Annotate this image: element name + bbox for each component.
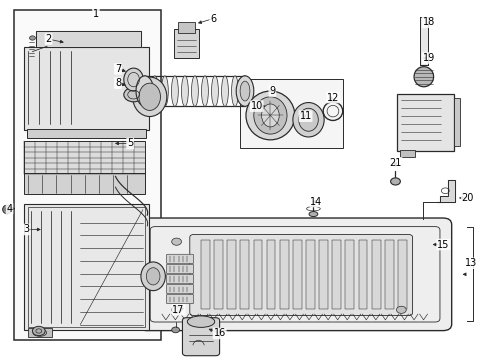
Ellipse shape [187, 316, 215, 327]
FancyBboxPatch shape [166, 284, 194, 294]
Ellipse shape [124, 68, 144, 91]
Text: 14: 14 [310, 197, 322, 207]
Text: 5: 5 [127, 139, 133, 148]
Polygon shape [36, 31, 142, 47]
Bar [280, 240, 289, 309]
Ellipse shape [136, 76, 154, 106]
Ellipse shape [161, 76, 168, 106]
FancyBboxPatch shape [166, 294, 194, 304]
Ellipse shape [232, 76, 239, 106]
Text: 9: 9 [270, 86, 275, 96]
Bar [201, 240, 210, 309]
Text: 6: 6 [210, 14, 216, 24]
Text: 11: 11 [299, 111, 312, 121]
Ellipse shape [396, 306, 406, 314]
Bar [28, 207, 145, 327]
Ellipse shape [32, 326, 45, 336]
Ellipse shape [181, 76, 188, 106]
Ellipse shape [2, 205, 11, 214]
Bar [400, 150, 415, 157]
Text: 18: 18 [422, 17, 435, 27]
Ellipse shape [139, 83, 160, 111]
Ellipse shape [254, 97, 287, 134]
Ellipse shape [151, 76, 158, 106]
Text: 16: 16 [214, 328, 226, 338]
FancyBboxPatch shape [190, 234, 413, 316]
Ellipse shape [414, 67, 434, 87]
Ellipse shape [172, 327, 179, 333]
Ellipse shape [172, 306, 181, 314]
Bar [420, 17, 428, 65]
Text: 8: 8 [115, 78, 121, 88]
Bar [397, 94, 454, 150]
Ellipse shape [391, 178, 400, 185]
Bar [174, 30, 198, 58]
Ellipse shape [29, 36, 35, 40]
Ellipse shape [141, 262, 165, 291]
Ellipse shape [172, 76, 178, 106]
Ellipse shape [309, 212, 318, 217]
Text: 12: 12 [327, 93, 339, 103]
FancyBboxPatch shape [166, 264, 194, 274]
Bar [398, 240, 407, 309]
Ellipse shape [192, 76, 198, 106]
Bar [293, 240, 302, 309]
Text: 4: 4 [6, 204, 13, 214]
Bar [385, 240, 393, 309]
Ellipse shape [293, 103, 324, 137]
Bar [178, 22, 195, 33]
Bar [267, 240, 275, 309]
Text: 20: 20 [462, 193, 474, 203]
Ellipse shape [201, 76, 208, 106]
Text: 19: 19 [422, 53, 435, 63]
Bar [345, 240, 354, 309]
Ellipse shape [147, 268, 160, 285]
Ellipse shape [212, 76, 219, 106]
Ellipse shape [221, 76, 228, 106]
Text: 2: 2 [46, 34, 52, 44]
Bar [359, 240, 368, 309]
Ellipse shape [299, 108, 318, 131]
Bar [240, 78, 343, 148]
FancyBboxPatch shape [166, 254, 194, 264]
Ellipse shape [124, 87, 144, 102]
Text: 3: 3 [24, 225, 30, 234]
Text: 1: 1 [93, 9, 99, 19]
Bar [372, 240, 381, 309]
Ellipse shape [240, 81, 250, 101]
Bar [24, 47, 149, 130]
Bar [24, 173, 146, 194]
Bar [214, 240, 223, 309]
Bar [28, 328, 51, 337]
Text: 21: 21 [389, 158, 402, 168]
Bar [319, 240, 328, 309]
Ellipse shape [33, 329, 47, 336]
Ellipse shape [133, 77, 167, 117]
Bar [26, 129, 147, 138]
Text: 15: 15 [437, 239, 449, 249]
Text: 7: 7 [115, 64, 121, 74]
Bar [227, 240, 236, 309]
Bar [332, 240, 341, 309]
Ellipse shape [236, 76, 254, 106]
Bar [241, 240, 249, 309]
Bar [14, 10, 161, 339]
Bar [24, 141, 146, 174]
Ellipse shape [172, 238, 181, 245]
Ellipse shape [242, 76, 248, 106]
Bar [306, 240, 315, 309]
FancyBboxPatch shape [182, 318, 220, 356]
Polygon shape [437, 180, 455, 202]
Ellipse shape [262, 104, 279, 127]
Bar [253, 240, 262, 309]
Bar [24, 204, 149, 330]
FancyBboxPatch shape [139, 218, 452, 330]
Bar [454, 98, 461, 146]
Ellipse shape [246, 91, 295, 140]
Ellipse shape [142, 76, 148, 106]
Text: 10: 10 [250, 101, 263, 111]
FancyBboxPatch shape [166, 274, 194, 284]
Text: 13: 13 [465, 258, 477, 268]
Text: 17: 17 [172, 305, 185, 315]
